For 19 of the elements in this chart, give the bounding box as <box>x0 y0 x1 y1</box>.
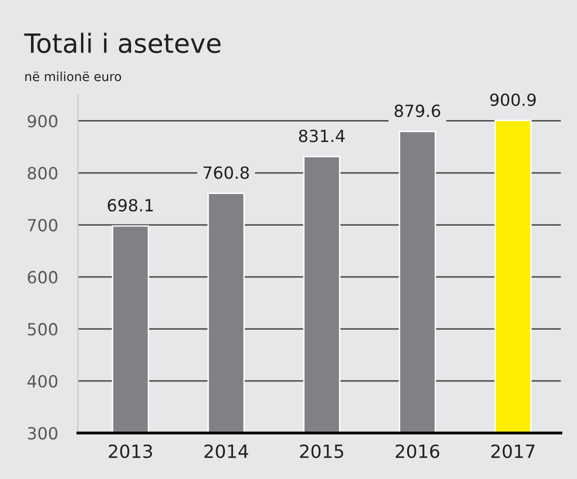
data-label: 831.4 <box>299 130 345 142</box>
data-label: 760.8 <box>204 166 249 179</box>
data-label: 879.6 <box>394 104 440 118</box>
chart-title: Totali i aseteve <box>24 32 220 54</box>
x-tick-label: 2014 <box>204 444 248 458</box>
y-tick-label: 300 <box>28 426 58 440</box>
x-tick-label: 2016 <box>396 444 440 458</box>
y-tick-label: 500 <box>28 322 58 336</box>
x-tick-label: 2015 <box>300 444 344 458</box>
y-tick-label: 400 <box>27 374 58 388</box>
data-label: 900.9 <box>490 93 536 106</box>
y-tick-label: 800 <box>28 166 58 180</box>
x-tick-label: 2013 <box>108 444 152 458</box>
y-tick-label: 700 <box>28 218 58 232</box>
chart-subtitle: në milionë euro <box>25 72 122 82</box>
data-label: 698.1 <box>108 198 153 212</box>
y-tick-label: 900 <box>28 114 58 128</box>
y-tick-label: 600 <box>28 270 58 284</box>
x-tick-label: 2017 <box>491 444 534 458</box>
